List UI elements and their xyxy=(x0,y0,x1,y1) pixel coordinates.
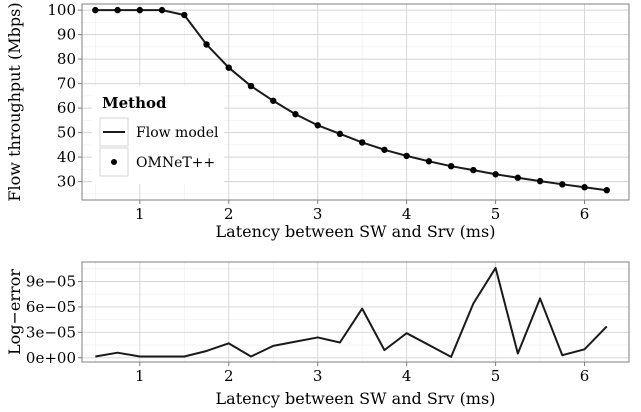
top-data-point xyxy=(136,6,144,14)
bot-y-tick-label: 0e+00 xyxy=(26,349,76,367)
log-error-panel-border xyxy=(81,261,630,363)
top-series-line xyxy=(95,9,607,192)
top-x-tick-label: 2 xyxy=(224,205,234,223)
top-y-tick-label: 30 xyxy=(57,173,76,191)
top-data-point xyxy=(247,82,255,90)
top-data-point xyxy=(225,64,232,71)
top-data-point xyxy=(92,6,99,14)
legend-label-omnet: OMNeT++ xyxy=(136,155,215,171)
top-data-point xyxy=(381,146,388,153)
top-x-tick-label: 1 xyxy=(135,205,145,223)
bot-x-tick-label: 3 xyxy=(313,367,323,385)
bot-x-tick-label: 4 xyxy=(402,367,412,385)
log-error-y-axis-label: Log−error xyxy=(5,269,24,355)
top-data-point xyxy=(403,152,410,160)
bot-y-tick-label: 6e−05 xyxy=(26,298,76,316)
top-data-point xyxy=(158,6,166,14)
top-y-tick-label: 80 xyxy=(57,50,76,68)
log-error-x-axis-label: Latency between SW and Srv (ms) xyxy=(216,389,496,408)
top-data-point xyxy=(447,162,455,170)
top-data-point xyxy=(270,97,277,104)
throughput-panel-border xyxy=(81,3,630,201)
top-data-point xyxy=(470,166,477,174)
throughput-x-axis-label: Latency between SW and Srv (ms) xyxy=(216,222,496,241)
top-x-tick-label: 6 xyxy=(580,205,590,223)
log-error-series xyxy=(95,266,608,358)
throughput-axis-ticks: 1 2 3 4 5 6 30 40 50 60 70 80 90 100 xyxy=(47,1,589,223)
top-y-tick-label: 40 xyxy=(57,148,76,166)
top-y-tick-label: 90 xyxy=(57,26,76,44)
top-data-point xyxy=(114,6,121,14)
bot-series-line xyxy=(95,266,608,358)
top-data-point xyxy=(559,181,566,188)
top-data-point xyxy=(536,177,544,185)
top-y-tick-label: 100 xyxy=(47,1,76,19)
throughput-chart: 1 2 3 4 5 6 30 40 50 60 70 80 90 100 Latency between … xyxy=(5,1,630,241)
legend-point-swatch xyxy=(111,159,117,165)
legend: Method Flow model OMNeT++ xyxy=(92,86,224,184)
top-x-tick-label: 4 xyxy=(402,205,412,223)
bot-x-tick-label: 1 xyxy=(135,367,145,385)
top-data-point xyxy=(514,174,522,181)
bot-y-tick-label: 3e−05 xyxy=(26,323,76,341)
top-data-point xyxy=(492,171,499,178)
bot-x-tick-label: 5 xyxy=(491,367,501,385)
top-data-point xyxy=(336,130,344,138)
log-error-chart: 1 2 3 4 5 6 0e+00 3e−05 6e−05 9e−05 Latency betwe… xyxy=(5,261,630,408)
top-y-tick-label: 50 xyxy=(57,124,76,142)
top-data-point xyxy=(581,184,588,191)
bot-y-tick-label: 9e−05 xyxy=(26,272,76,290)
log-error-grid xyxy=(82,262,629,362)
top-x-tick-label: 5 xyxy=(491,205,501,223)
top-y-tick-label: 70 xyxy=(57,75,76,93)
legend-title: Method xyxy=(102,94,167,112)
top-data-point xyxy=(603,187,610,194)
bot-x-tick-label: 6 xyxy=(580,367,590,385)
throughput-grid xyxy=(82,4,629,200)
top-data-point xyxy=(425,158,433,165)
throughput-series xyxy=(92,6,610,194)
top-data-point xyxy=(314,122,321,129)
bot-x-tick-label: 2 xyxy=(224,367,234,385)
top-data-point xyxy=(358,139,366,146)
legend-label-flow-model: Flow model xyxy=(136,125,219,141)
top-data-point xyxy=(292,111,299,118)
top-y-tick-label: 60 xyxy=(57,99,76,117)
top-x-tick-label: 3 xyxy=(313,205,323,223)
log-error-axis-ticks: 1 2 3 4 5 6 0e+00 3e−05 6e−05 9e−05 xyxy=(26,272,589,385)
top-data-point xyxy=(203,41,210,48)
top-data-point xyxy=(181,11,188,19)
throughput-y-axis-label: Flow throughput (Mbps) xyxy=(5,2,24,201)
